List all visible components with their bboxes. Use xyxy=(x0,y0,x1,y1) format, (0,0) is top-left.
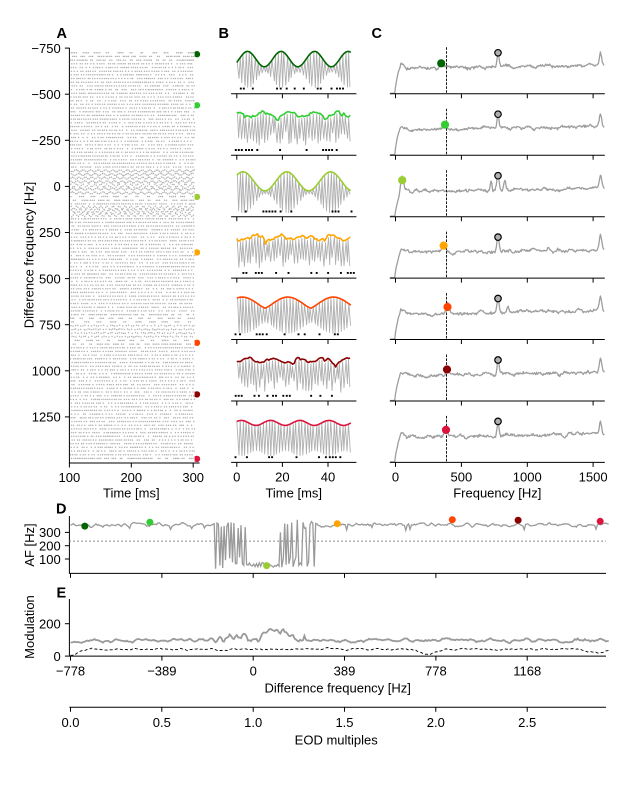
svg-text:−778: −778 xyxy=(56,664,85,679)
svg-text:Difference frequency [Hz]: Difference frequency [Hz] xyxy=(264,681,410,696)
svg-text:750: 750 xyxy=(39,317,61,332)
svg-text:Difference frequency [Hz]: Difference frequency [Hz] xyxy=(22,182,37,328)
svg-text:0: 0 xyxy=(233,469,240,484)
svg-text:A: A xyxy=(57,26,68,42)
svg-text:778: 778 xyxy=(425,664,447,679)
svg-text:0.5: 0.5 xyxy=(153,715,171,730)
svg-text:200: 200 xyxy=(39,616,61,631)
svg-text:AF [Hz]: AF [Hz] xyxy=(22,523,37,566)
svg-text:−500: −500 xyxy=(31,87,60,102)
svg-text:Modulation: Modulation xyxy=(22,595,37,659)
svg-text:200: 200 xyxy=(39,538,61,553)
svg-text:D: D xyxy=(56,502,66,518)
svg-text:C: C xyxy=(372,26,383,42)
svg-text:−250: −250 xyxy=(31,133,60,148)
svg-text:0: 0 xyxy=(250,664,257,679)
svg-text:1500: 1500 xyxy=(579,469,608,484)
svg-text:−750: −750 xyxy=(31,41,60,56)
svg-text:500: 500 xyxy=(451,469,473,484)
svg-text:Frequency [Hz]: Frequency [Hz] xyxy=(453,486,541,501)
svg-text:100: 100 xyxy=(59,470,81,485)
svg-text:Time [ms]: Time [ms] xyxy=(265,486,322,501)
svg-text:Time [ms]: Time [ms] xyxy=(103,486,160,501)
svg-text:1.5: 1.5 xyxy=(335,715,353,730)
svg-text:1250: 1250 xyxy=(32,410,61,425)
svg-text:100: 100 xyxy=(39,552,61,567)
svg-text:40: 40 xyxy=(321,469,335,484)
svg-text:B: B xyxy=(219,26,229,42)
svg-text:300: 300 xyxy=(182,470,204,485)
svg-text:0: 0 xyxy=(53,649,60,664)
svg-text:0: 0 xyxy=(53,179,60,194)
svg-text:1000: 1000 xyxy=(513,469,542,484)
svg-text:0.0: 0.0 xyxy=(61,715,79,730)
svg-text:200: 200 xyxy=(120,470,142,485)
svg-text:500: 500 xyxy=(39,271,61,286)
svg-text:250: 250 xyxy=(39,225,61,240)
svg-text:0: 0 xyxy=(392,469,399,484)
svg-text:EOD multiples: EOD multiples xyxy=(295,733,379,748)
svg-text:−389: −389 xyxy=(147,664,176,679)
svg-text:300: 300 xyxy=(39,525,61,540)
svg-text:389: 389 xyxy=(334,664,356,679)
svg-text:E: E xyxy=(57,586,67,602)
svg-text:20: 20 xyxy=(275,469,289,484)
svg-text:1000: 1000 xyxy=(32,364,61,379)
svg-text:1168: 1168 xyxy=(513,664,541,679)
svg-text:2.0: 2.0 xyxy=(427,715,445,730)
svg-text:2.5: 2.5 xyxy=(518,715,536,730)
svg-text:1.0: 1.0 xyxy=(244,715,262,730)
